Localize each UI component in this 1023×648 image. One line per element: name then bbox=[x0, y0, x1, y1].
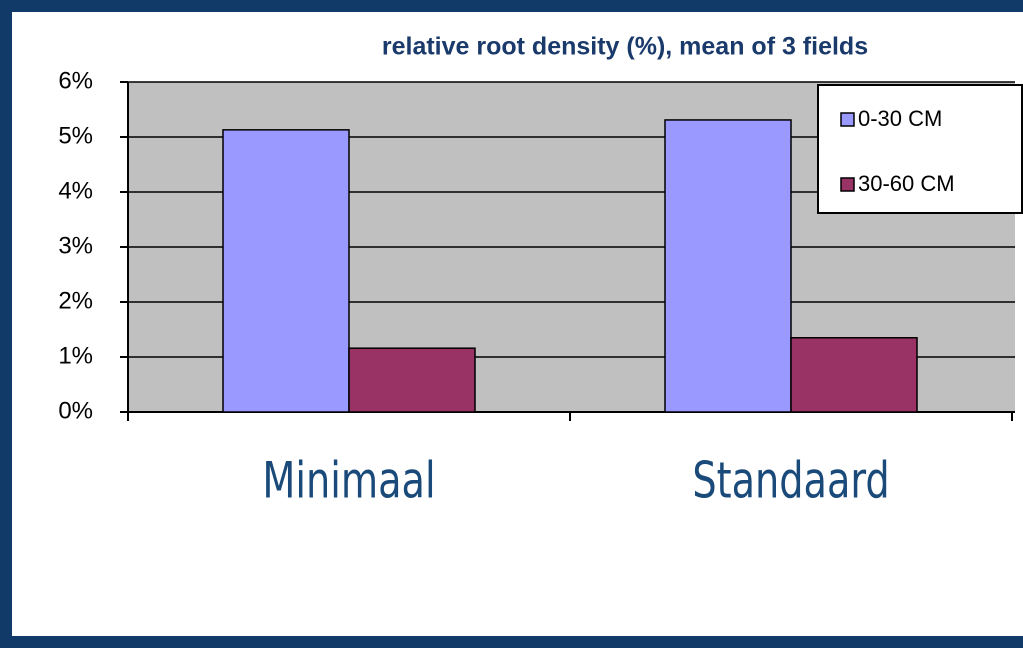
bar bbox=[348, 347, 476, 413]
y-tick-label: 6% bbox=[58, 67, 93, 94]
y-tick-label: 4% bbox=[58, 177, 93, 204]
bar bbox=[664, 119, 792, 413]
x-tick-label: Minimaal bbox=[262, 451, 435, 509]
legend-label: 0-30 CM bbox=[858, 106, 942, 131]
y-tick-label: 5% bbox=[58, 122, 93, 149]
legend-swatch bbox=[840, 112, 855, 127]
y-tick-label: 0% bbox=[58, 397, 93, 424]
legend-label: 30-60 CM bbox=[858, 171, 955, 196]
y-tick-label: 1% bbox=[58, 342, 93, 369]
legend-swatch bbox=[840, 177, 855, 192]
x-tick-label: Standaard bbox=[692, 451, 889, 509]
chart-title: relative root density (%), mean of 3 fie… bbox=[382, 33, 868, 61]
y-tick-label: 2% bbox=[58, 287, 93, 314]
y-tick-label: 3% bbox=[58, 232, 93, 259]
bar bbox=[790, 337, 918, 413]
bar bbox=[222, 129, 350, 413]
